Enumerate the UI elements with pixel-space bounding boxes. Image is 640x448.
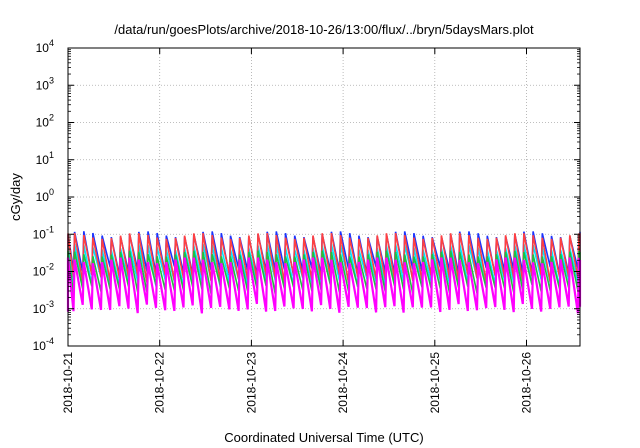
- x-tick-label: 2018-10-26: [520, 352, 534, 414]
- y-tick-label: 100: [36, 187, 54, 204]
- x-tick-label: 2018-10-23: [244, 352, 258, 414]
- x-tick-label: 2018-10-22: [153, 352, 167, 414]
- x-tick-label: 2018-10-24: [336, 352, 350, 414]
- x-axis-label: Coordinated Universal Time (UTC): [224, 430, 423, 445]
- x-tick-label: 2018-10-25: [428, 352, 442, 414]
- y-axis-label: cGy/day: [8, 173, 23, 221]
- series-line: [66, 257, 582, 314]
- y-tick-label: 10-4: [33, 336, 54, 353]
- y-tick-label: 10-3: [33, 299, 54, 316]
- y-tick-label: 103: [36, 75, 54, 92]
- x-tick-label: 2018-10-21: [61, 352, 75, 414]
- chart-title: /data/run/goesPlots/archive/2018-10-26/1…: [114, 22, 534, 37]
- y-tick-label: 104: [36, 38, 54, 55]
- y-tick-label: 101: [36, 150, 54, 167]
- series-group: [66, 231, 582, 314]
- y-tick-labels: 10-4 10-3 10-2 10-1 100 101 102 103 104: [33, 38, 54, 353]
- y-tick-label: 102: [36, 113, 54, 130]
- y-tick-label: 10-1: [33, 224, 54, 241]
- y-tick-label: 10-2: [33, 262, 54, 279]
- axis-ticks: [67, 47, 580, 347]
- x-tick-labels: 2018-10-21 2018-10-22 2018-10-23 2018-10-24…: [61, 352, 534, 414]
